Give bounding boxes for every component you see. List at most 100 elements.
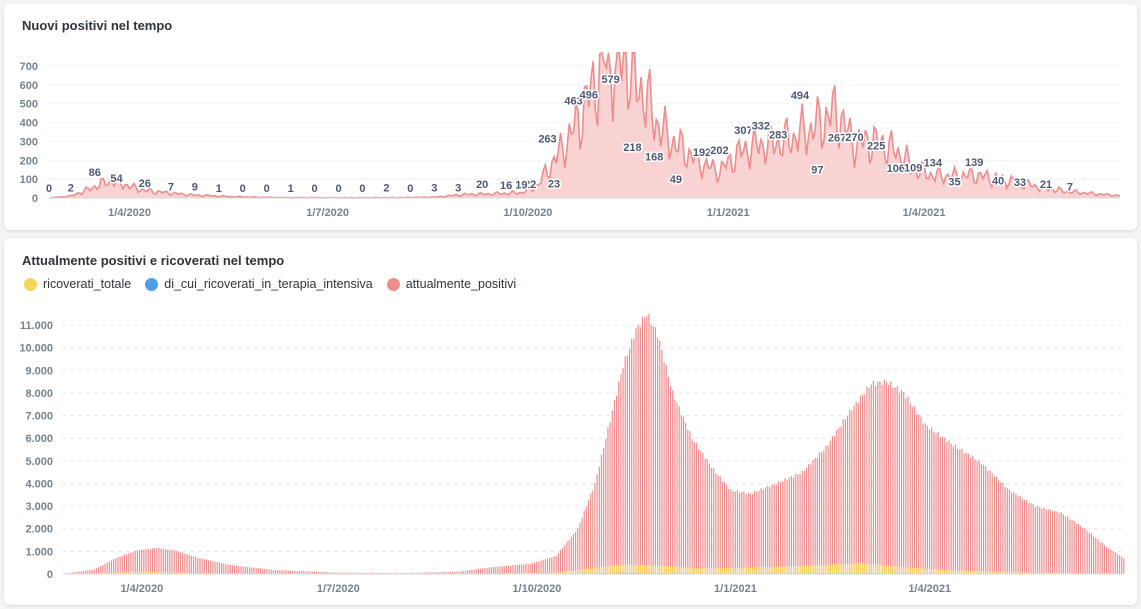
bar: [672, 566, 674, 574]
bar: [1056, 572, 1058, 574]
bar: [790, 566, 793, 574]
bar: [521, 564, 523, 574]
legend-item-terapia[interactable]: di_cui_ricoverati_in_terapia_intensiva: [145, 277, 373, 291]
bar: [905, 567, 907, 574]
bar: [743, 491, 745, 574]
bar: [903, 392, 905, 574]
bar: [542, 572, 544, 574]
bar: [143, 549, 145, 574]
bar: [225, 563, 227, 574]
bar: [849, 563, 851, 574]
bar: [941, 569, 944, 574]
legend-label: ricoverati_totale: [43, 277, 132, 291]
bar: [84, 570, 87, 574]
bar: [126, 554, 128, 574]
bar: [751, 567, 754, 574]
bar: [758, 567, 760, 574]
bar: [838, 564, 840, 574]
bar: [294, 570, 296, 574]
bar: [810, 464, 812, 574]
x-tick-label: 1/4/2021: [903, 207, 946, 219]
bar: [480, 568, 482, 574]
bar: [1015, 494, 1017, 574]
bar: [976, 571, 978, 574]
bar: [141, 572, 143, 574]
legend-item-positivi[interactable]: attualmente_positivi: [386, 277, 516, 291]
bar: [896, 386, 898, 574]
bar: [380, 572, 382, 574]
bar: [609, 566, 611, 574]
bar: [1084, 528, 1086, 574]
bar: [1095, 537, 1097, 574]
bar: [1093, 536, 1095, 574]
bar: [760, 488, 762, 574]
bar: [978, 571, 980, 574]
bar: [78, 571, 80, 574]
bar: [771, 566, 773, 574]
bar: [1043, 572, 1045, 574]
bar: [698, 449, 700, 574]
bar: [868, 563, 870, 574]
bar: [646, 316, 648, 574]
bar: [1006, 487, 1008, 574]
bar: [279, 570, 281, 574]
bar: [259, 568, 262, 574]
bar: [475, 569, 477, 574]
bar: [918, 414, 920, 574]
bar: [808, 463, 810, 574]
bar: [676, 402, 678, 574]
bar: [613, 565, 616, 574]
bar: [169, 572, 171, 574]
bar: [337, 572, 339, 574]
data-label: 26: [139, 178, 151, 190]
bar: [590, 493, 592, 574]
bar: [570, 536, 572, 574]
legend-item-ricoverati[interactable]: ricoverati_totale: [24, 277, 131, 291]
bar: [179, 552, 182, 574]
y-tick-label: 400: [20, 118, 38, 130]
bar: [408, 572, 410, 574]
bar: [592, 567, 594, 574]
bar: [350, 572, 352, 574]
data-label: 20: [476, 179, 488, 191]
bar: [985, 466, 987, 574]
bar: [113, 572, 115, 574]
bar: [1101, 542, 1103, 574]
bar: [549, 557, 551, 574]
bar: [1036, 572, 1039, 574]
bar: [1039, 507, 1041, 574]
bar: [162, 572, 164, 574]
bar: [864, 394, 866, 574]
bar: [1080, 525, 1082, 574]
bar: [615, 395, 618, 574]
bar: [119, 556, 121, 574]
bar: [620, 564, 622, 574]
bar: [369, 572, 372, 574]
bar: [1047, 572, 1049, 574]
data-label: 9: [192, 181, 198, 193]
bar: [814, 457, 816, 574]
bar: [115, 572, 117, 574]
data-label: 19: [515, 179, 527, 191]
bar: [842, 419, 844, 574]
bar: [672, 390, 674, 574]
bar: [894, 387, 896, 574]
data-label: 0: [407, 183, 413, 195]
bar: [885, 381, 887, 574]
bar: [797, 474, 799, 574]
bar: [710, 467, 713, 574]
bar: [963, 570, 965, 574]
data-label: 16: [500, 180, 512, 192]
bar: [184, 553, 186, 574]
bar: [872, 380, 875, 574]
bar: [894, 566, 896, 574]
bar: [415, 572, 417, 574]
bar: [320, 571, 322, 574]
bar: [1054, 572, 1056, 574]
bar: [147, 548, 149, 574]
bar: [255, 568, 257, 574]
bar: [795, 473, 797, 574]
bar: [892, 387, 894, 574]
bar: [605, 438, 607, 574]
bar: [823, 564, 825, 574]
